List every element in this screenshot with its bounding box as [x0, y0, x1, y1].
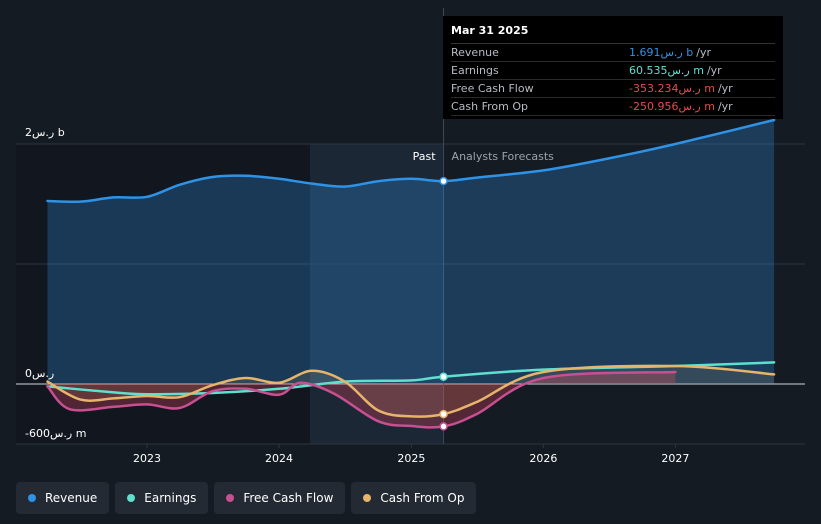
tooltip-value: 60.535ر.س m [629, 64, 704, 77]
tooltip-value: -353.234ر.س m [629, 82, 715, 95]
x-tick-label: 2024 [265, 452, 293, 465]
legend-dot-icon [127, 494, 136, 502]
legend-item-earnings[interactable]: Earnings [115, 482, 209, 514]
revenue-marker [439, 176, 448, 186]
cash-from-op-area [47, 365, 775, 417]
tooltip-label: Earnings [451, 64, 499, 77]
tooltip-label: Revenue [451, 46, 499, 59]
tooltip-label: Cash From Op [451, 100, 529, 113]
tooltip-date: Mar 31 2025 [451, 24, 775, 44]
legend-dot-icon [28, 494, 36, 502]
tooltip-unit: /yr [717, 82, 733, 95]
legend-label: Cash From Op [380, 491, 465, 505]
tooltip-row: Revenue 1.691ر.س b/yr [451, 44, 775, 62]
tooltip-label: Free Cash Flow [451, 82, 534, 95]
tooltip-value: -250.956ر.س m [629, 100, 715, 113]
cash-from-op-marker [439, 409, 448, 419]
tooltip-row: Cash From Op -250.956ر.س m/yr [451, 98, 775, 116]
legend: Revenue Earnings Free Cash Flow Cash From O… [16, 482, 477, 514]
tooltip-unit: /yr [717, 100, 733, 113]
legend-label: Free Cash Flow [243, 491, 334, 505]
x-tick-label: 2023 [133, 452, 161, 465]
legend-item-free-cash-flow[interactable]: Free Cash Flow [214, 482, 346, 514]
x-tick-label: 2027 [661, 452, 689, 465]
past-label: Past [413, 150, 437, 163]
revenue-line [46, 118, 776, 204]
tooltip: Mar 31 2025 Revenue 1.691ر.س b/yr Earnings… [443, 16, 783, 119]
forecast-label: Analysts Forecasts [452, 150, 555, 163]
x-tick-label: 2026 [529, 452, 557, 465]
legend-item-cash-from-op[interactable]: Cash From Op [351, 482, 477, 514]
legend-label: Revenue [45, 491, 98, 505]
y-axis-label: -600ر.س m [25, 427, 86, 440]
tooltip-row: Free Cash Flow -353.234ر.س m/yr [451, 80, 775, 98]
revenue-area [47, 120, 775, 384]
legend-dot-icon [363, 494, 372, 502]
y-axis-label: 0ر.س [25, 367, 54, 380]
legend-item-revenue[interactable]: Revenue [16, 482, 110, 514]
legend-label: Earnings [144, 491, 197, 505]
tooltip-value: 1.691ر.س b [629, 46, 694, 59]
tooltip-unit: /yr [706, 64, 722, 77]
tooltip-row: Earnings 60.535ر.س m/yr [451, 62, 775, 80]
legend-dot-icon [226, 494, 235, 502]
tooltip-unit: /yr [696, 46, 711, 59]
x-tick-label: 2025 [397, 452, 425, 465]
cash-from-op-line [46, 364, 776, 418]
earnings-marker [439, 372, 448, 381]
y-axis-label: 2ر.س b [25, 126, 65, 139]
free-cash-flow-marker [439, 422, 448, 431]
free-cash-flow-line [46, 370, 677, 429]
